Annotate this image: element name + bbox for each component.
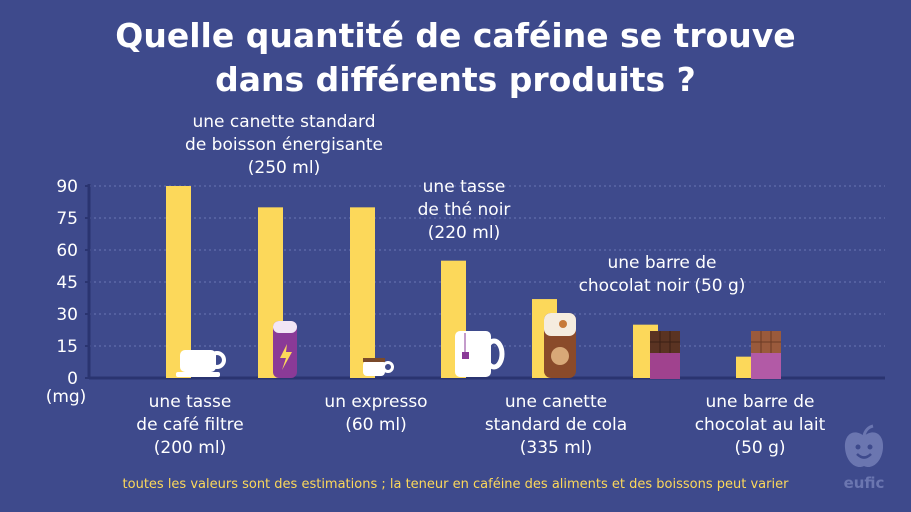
- category-label-line: une tasse: [149, 392, 232, 412]
- y-tick-label: 75: [56, 209, 78, 229]
- category-label-line: (50 g): [734, 438, 785, 458]
- can-label: [551, 347, 569, 365]
- category-label-line: (60 ml): [345, 415, 407, 435]
- y-tick-label: 45: [56, 273, 78, 293]
- category-label-line: une tasse: [423, 177, 506, 197]
- category-label-line: (220 ml): [428, 223, 500, 243]
- bar: [350, 207, 375, 378]
- category-label-line: (250 ml): [248, 158, 320, 178]
- y-tick-label: 15: [56, 337, 78, 357]
- category-label: une canette standard de boisson énergisan…: [185, 112, 383, 178]
- title-line-2: dans différents produits ?: [215, 60, 696, 99]
- y-tick-label: 0: [67, 369, 78, 389]
- cup-body: [180, 350, 216, 372]
- coffee: [363, 358, 385, 362]
- mug-handle: [483, 338, 505, 370]
- title-line-1: Quelle quantité de caféine se trouve: [115, 16, 796, 55]
- milk-chocolate-bar-icon: [751, 331, 781, 379]
- bar: [166, 186, 191, 378]
- category-label: une barre de chocolat au lait (50 g): [695, 392, 826, 458]
- category-label-line: standard de cola: [485, 415, 627, 435]
- tea-mug-icon: [455, 331, 505, 377]
- cola-can-icon: [544, 313, 576, 378]
- category-label: une tasse de café filtre (200 ml): [136, 392, 243, 458]
- cup-body: [363, 361, 385, 376]
- saucer: [176, 372, 220, 377]
- wrapper: [751, 352, 781, 379]
- energy-drink-can-icon: [273, 321, 297, 378]
- category-label: une tasse de thé noir (220 ml): [418, 177, 511, 243]
- category-label-line: une canette: [505, 392, 607, 412]
- wrapper: [650, 352, 680, 379]
- category-label-line: chocolat au lait: [695, 415, 826, 435]
- bolt: [280, 344, 292, 370]
- tea-tag: [462, 352, 469, 359]
- chart-title: Quelle quantité de caféine se trouve dan…: [0, 14, 911, 102]
- cup-handle: [208, 351, 226, 369]
- espresso-cup-icon: [363, 358, 394, 376]
- category-label: un expresso (60 ml): [324, 392, 427, 435]
- category-label-line: une barre de: [705, 392, 814, 412]
- category-label: une barre de chocolat noir (50 g): [579, 253, 746, 296]
- can-top: [273, 321, 297, 333]
- footnote: toutes les valeurs sont des estimations …: [122, 477, 789, 492]
- cup-handle: [382, 361, 394, 373]
- y-tick-label: 60: [56, 241, 78, 261]
- category-label-line: un expresso: [324, 392, 427, 412]
- category-label-line: chocolat noir (50 g): [579, 276, 746, 296]
- mug-body: [455, 331, 491, 377]
- category-label-line: (335 ml): [520, 438, 592, 458]
- category-label-line: une canette standard: [192, 112, 375, 132]
- y-tick-label: 30: [56, 305, 78, 325]
- category-label-line: de café filtre: [136, 415, 243, 435]
- can-tab: [559, 320, 567, 328]
- category-label-line: de boisson énergisante: [185, 135, 383, 155]
- apple-face-icon: [844, 424, 884, 468]
- y-axis-label: (mg): [46, 387, 87, 407]
- eufic-logo: eufic: [836, 422, 892, 502]
- category-label-line: (200 ml): [154, 438, 226, 458]
- category-label: une canette standard de cola (335 ml): [485, 392, 627, 458]
- y-tick-label: 90: [56, 177, 78, 197]
- dark-chocolate-bar-icon: [650, 331, 680, 379]
- coffee-cup-icon: [176, 350, 226, 377]
- category-label-line: de thé noir: [418, 200, 511, 220]
- category-label-line: une barre de: [607, 253, 716, 273]
- logo-text: eufic: [843, 474, 885, 492]
